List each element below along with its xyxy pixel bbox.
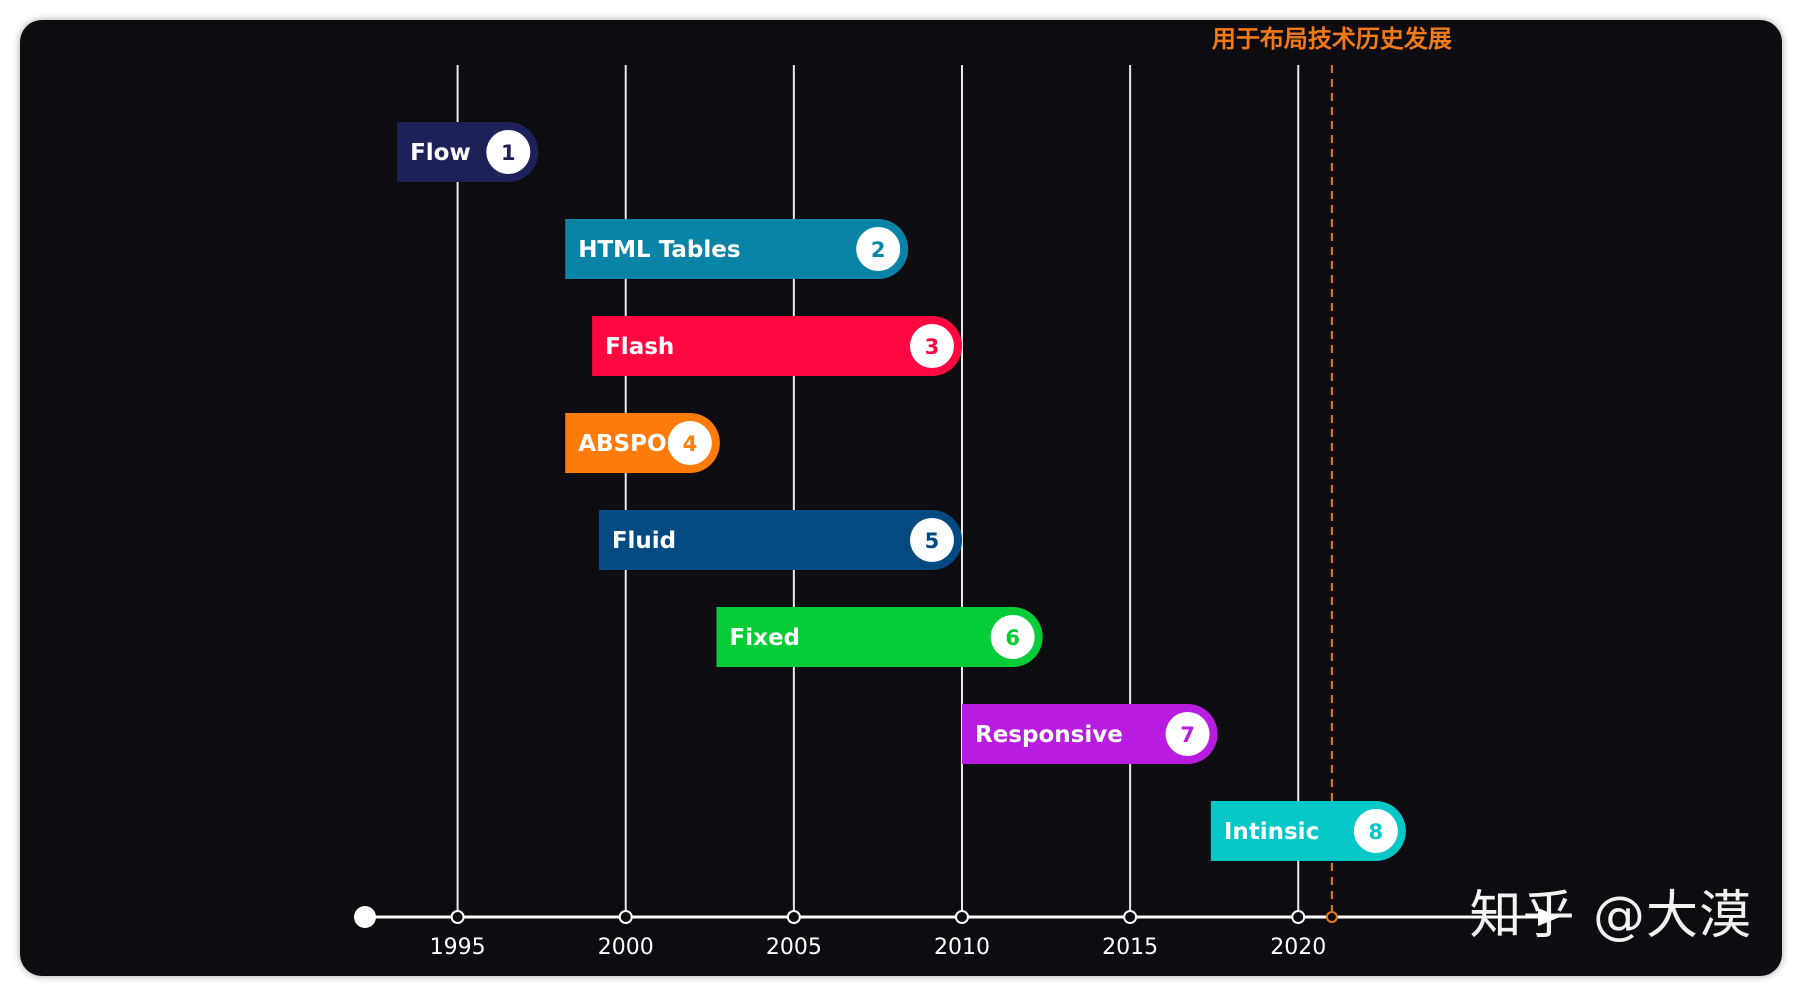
bar-number-badge: [486, 130, 531, 174]
tick-label-2015: 2015: [1102, 935, 1158, 960]
bar-fluid: Fluid 5: [598, 510, 962, 570]
bar-number-badge: [990, 615, 1035, 659]
bar-number: 1: [501, 141, 516, 165]
bar-shape: [592, 316, 962, 376]
tick-label-2020: 2020: [1270, 935, 1326, 960]
bar-label: Fixed: [730, 625, 801, 651]
bar-abspos: ABSPOS 4: [565, 413, 720, 473]
bar-label: Intinsic: [1224, 819, 1319, 845]
tick-label-2000: 2000: [598, 935, 654, 960]
bar-number: 6: [1005, 626, 1020, 650]
bar-label: ABSPOS: [578, 431, 683, 457]
tick-label-2010: 2010: [934, 935, 990, 960]
tick-label-1995: 1995: [430, 935, 486, 960]
annotation-label: 用于布局技术历史发展: [1212, 25, 1452, 53]
bar-number: 4: [683, 432, 698, 456]
timeline-chart: 用于布局技术历史发展 1995 2000 2005 2010 2015 2020 Flow 1 H…: [354, 25, 1560, 960]
bar-number: 3: [925, 335, 940, 359]
bar-number: 5: [925, 529, 940, 553]
tick-marker-2020: [1291, 910, 1306, 924]
bar-label: Fluid: [612, 528, 676, 554]
bar-fixed: Fixed 6: [716, 607, 1043, 667]
bar-number: 2: [871, 238, 886, 262]
bar-flash: Flash 3: [592, 316, 962, 376]
annotation-marker: [1325, 911, 1338, 923]
tick-marker-2015: [1123, 910, 1138, 924]
tick-label-2005: 2005: [766, 935, 822, 960]
bar-shape: [716, 607, 1043, 667]
bar-shape: [598, 510, 962, 570]
tick-marker-1995: [450, 910, 465, 924]
bar-number-badge: [856, 227, 901, 271]
bar-number-badge: [1353, 809, 1398, 853]
x-axis-arrow: [1538, 908, 1560, 926]
bar-number-badge: [909, 518, 954, 562]
bar-number-badge: [667, 421, 712, 465]
bar-shape: [961, 704, 1218, 764]
bar-number-badge: [909, 324, 954, 368]
bar-label: Flow: [410, 140, 471, 166]
bar-shape: [1210, 801, 1406, 861]
bar-flow: Flow 1: [397, 122, 539, 182]
bar-number: 7: [1180, 723, 1195, 747]
bar-intinsic: Intinsic 8: [1210, 801, 1406, 861]
bar-number: 8: [1369, 820, 1384, 844]
x-axis-origin: [354, 906, 376, 928]
bar-responsive: Responsive 7: [961, 704, 1218, 764]
bar-number-badge: [1165, 712, 1210, 756]
chart-frame: 用于布局技术历史发展 1995 2000 2005 2010 2015 2020 Flow 1 H…: [20, 20, 1782, 976]
bar-shape: [565, 219, 909, 280]
tick-marker-2000: [618, 910, 633, 924]
bar-html-tables: HTML Tables 2: [565, 219, 909, 280]
tick-marker-2010: [954, 910, 969, 924]
watermark: 知乎 @大漠: [1469, 886, 1752, 946]
bar-label: HTML Tables: [578, 237, 740, 263]
bar-label: Responsive: [975, 722, 1123, 748]
bar-label: Flash: [605, 334, 674, 360]
tick-marker-2005: [786, 910, 801, 924]
